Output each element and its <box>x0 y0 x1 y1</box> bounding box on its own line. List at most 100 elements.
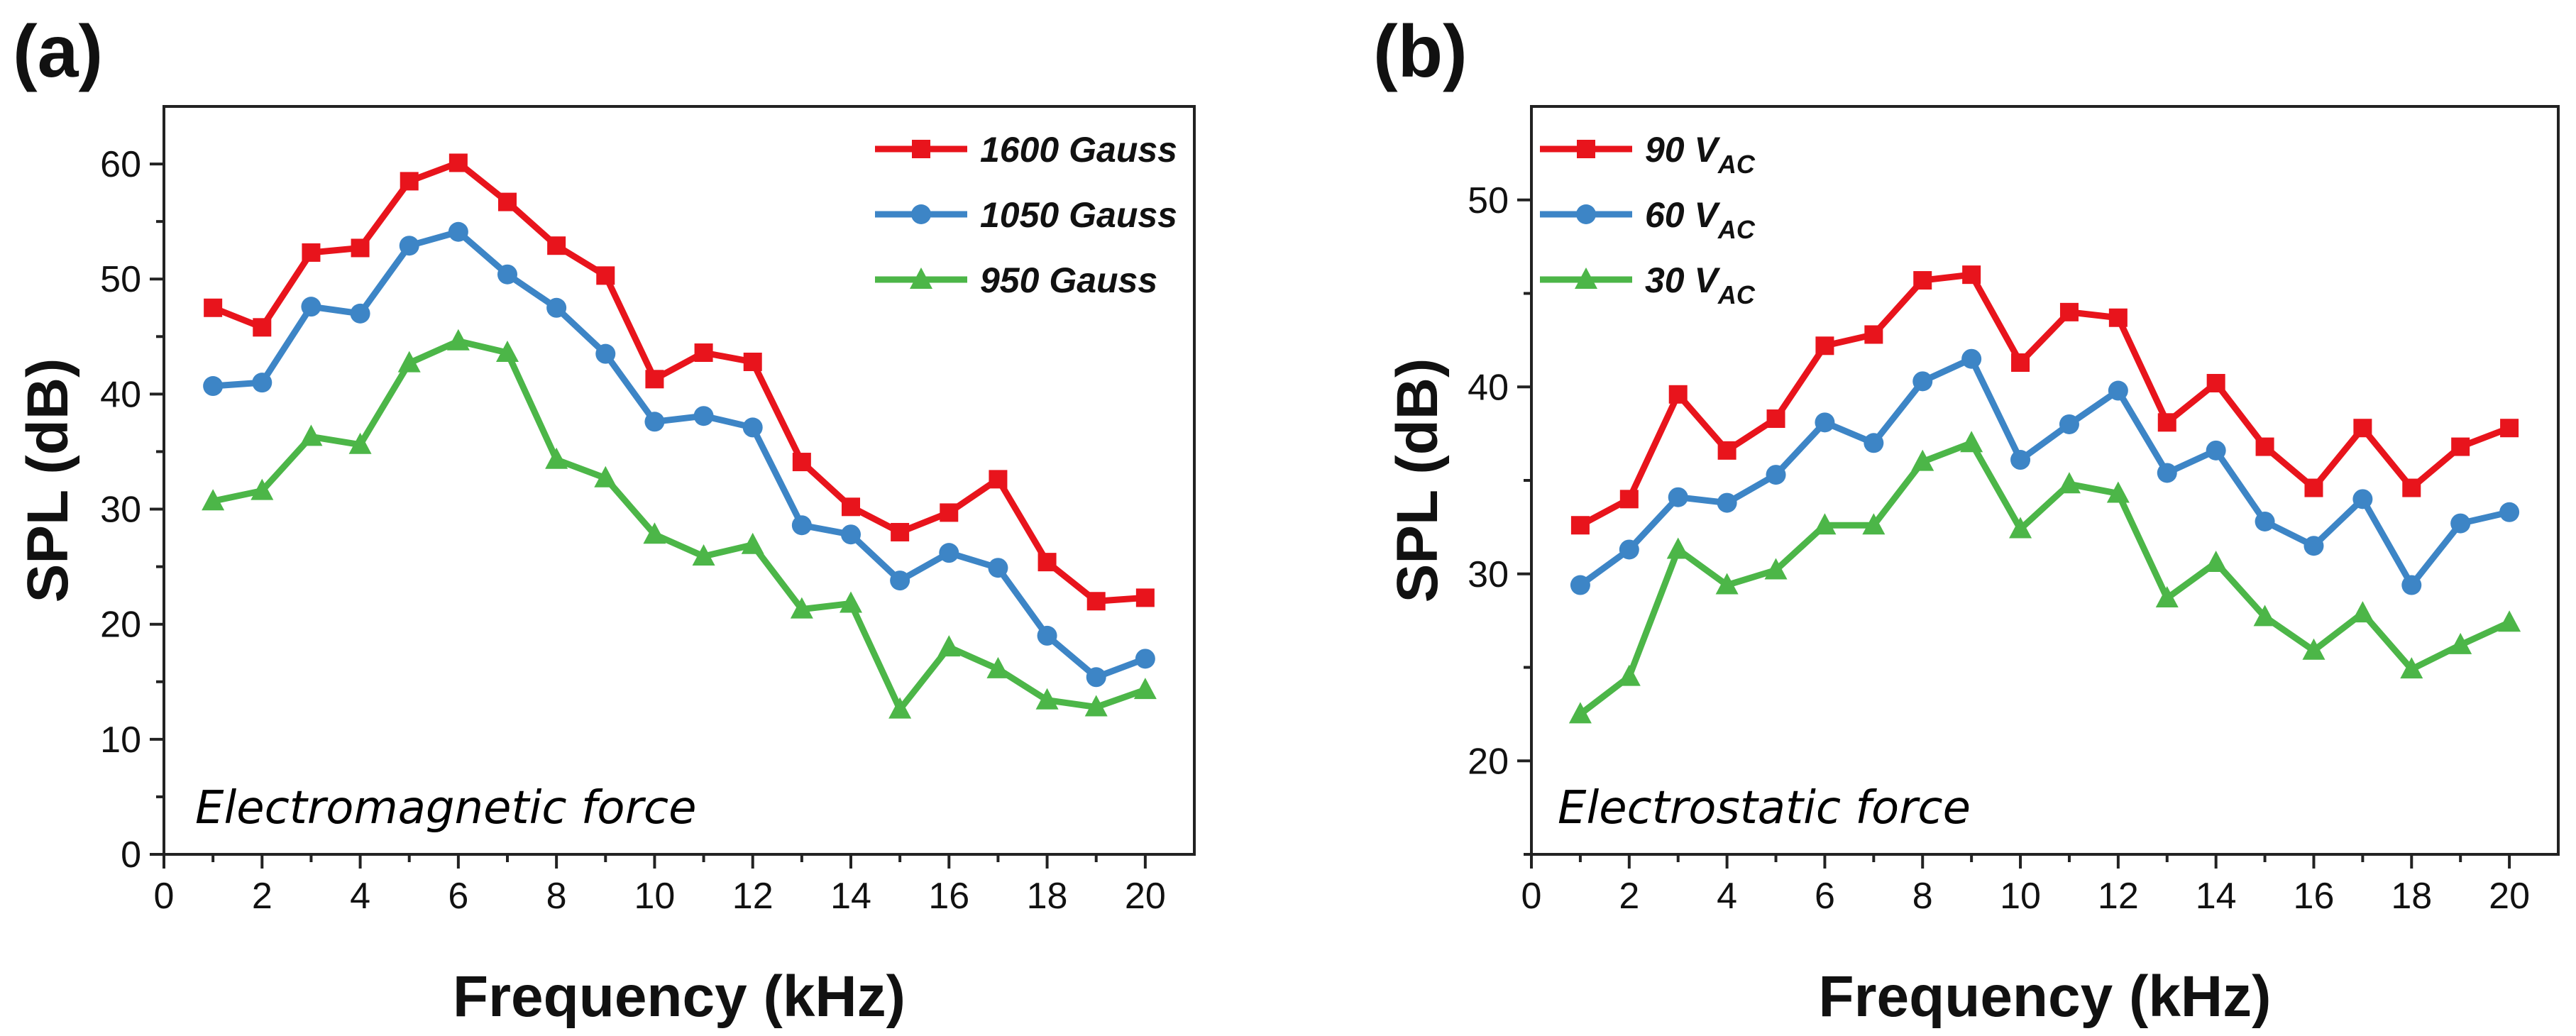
y-tick-label: 60 <box>100 144 141 185</box>
x-tick-label: 10 <box>2000 876 2041 917</box>
x-tick-label: 16 <box>2294 876 2335 917</box>
data-point <box>1035 688 1059 710</box>
data-point <box>2255 437 2274 456</box>
x-tick-label: 18 <box>2391 876 2432 917</box>
legend-label-text: 30 V <box>1645 260 1721 300</box>
x-tick-label: 8 <box>546 876 567 917</box>
data-point <box>741 532 764 554</box>
data-point <box>546 297 567 318</box>
panel-label: (a) <box>13 11 103 93</box>
series-90-v-ac <box>1570 265 2519 535</box>
data-point <box>940 503 959 522</box>
data-point <box>2106 481 2130 503</box>
data-point <box>1619 490 1639 509</box>
x-tick-label: 12 <box>732 876 774 917</box>
data-point <box>1766 409 1785 429</box>
y-tick-label: 0 <box>121 834 141 876</box>
data-point <box>253 318 272 337</box>
y-axis-title: SPL (dB) <box>1385 358 1450 603</box>
data-point <box>348 432 372 454</box>
x-tick-label: 10 <box>634 876 676 917</box>
data-point <box>448 221 468 242</box>
x-tick-label: 6 <box>1815 876 1835 917</box>
data-point <box>986 656 1010 678</box>
x-tick-label: 6 <box>448 876 468 917</box>
data-point <box>842 497 860 517</box>
data-point <box>2157 413 2176 432</box>
data-point <box>596 266 615 285</box>
legend-entry: 90 VAC <box>1540 130 1756 179</box>
data-point <box>1617 664 1641 686</box>
series-line <box>212 338 1147 713</box>
y-tick-label: 40 <box>1468 367 1509 408</box>
data-point <box>1084 695 1108 717</box>
data-point <box>2498 610 2521 632</box>
data-point <box>2352 489 2373 509</box>
annotation: Electromagnetic force <box>195 782 696 834</box>
data-point <box>2401 575 2422 595</box>
data-point <box>2108 380 2128 401</box>
legend-marker <box>1575 268 1597 289</box>
data-point <box>2011 353 2030 372</box>
x-tick-label: 4 <box>1717 876 1737 917</box>
data-point <box>2302 638 2325 660</box>
legend-label: 950 Gauss <box>980 260 1157 300</box>
data-point <box>1570 516 1590 535</box>
x-tick-label: 4 <box>350 876 370 917</box>
data-point <box>397 351 421 373</box>
data-point <box>1619 539 1639 560</box>
data-point <box>2206 440 2226 461</box>
data-point <box>693 406 714 426</box>
data-point <box>1864 433 1884 453</box>
x-tick-label: 12 <box>2098 876 2139 917</box>
legend-label: 1600 Gauss <box>980 130 1177 170</box>
series-30-v-ac <box>1568 431 2521 724</box>
data-point <box>448 153 468 172</box>
data-point <box>1668 385 1688 404</box>
data-point <box>2304 478 2323 497</box>
series-60-v-ac <box>1570 348 2520 595</box>
data-point <box>2010 450 2031 470</box>
series-1600-gauss <box>204 153 1155 611</box>
data-point <box>644 412 665 432</box>
legend-marker <box>910 268 932 289</box>
series-950-gauss <box>202 329 1157 719</box>
data-point <box>694 343 713 363</box>
data-point <box>2059 302 2079 321</box>
data-point <box>594 465 617 487</box>
series-line <box>1578 356 2511 589</box>
data-point <box>1766 465 1786 485</box>
legend-label-text: 1050 Gauss <box>980 195 1177 235</box>
series-line <box>1578 439 2511 717</box>
x-axis-title: Frequency (kHz) <box>453 964 906 1029</box>
legend-label-text: 90 V <box>1645 130 1721 170</box>
data-point <box>204 298 223 317</box>
series-line <box>1578 271 2511 529</box>
data-point <box>890 571 910 591</box>
x-tick-label: 18 <box>1027 876 1068 917</box>
data-point <box>400 172 419 191</box>
legend-label-subscript: AC <box>1717 150 1756 179</box>
legend-label-subscript: AC <box>1717 280 1756 309</box>
data-point <box>1568 702 1592 724</box>
data-point <box>1715 573 1739 595</box>
data-point <box>2255 511 2275 531</box>
data-point <box>2253 605 2277 627</box>
data-point <box>2108 308 2128 327</box>
x-tick-label: 0 <box>154 876 175 917</box>
data-point <box>1961 348 1982 369</box>
data-point <box>1668 487 1688 507</box>
data-point <box>1960 431 1983 453</box>
data-point <box>545 447 568 469</box>
chart-a: (a) 0 2 4 6 8 10 12 14 16 18 20 0 10 20 30 40 50 60 Frequen… <box>13 11 1196 1029</box>
x-tick-label: 2 <box>1619 876 1639 917</box>
data-point <box>791 515 812 536</box>
chart-b: (b) 0 2 4 6 8 10 12 14 16 18 20 20 30 40 50 Frequency (k… <box>1373 11 2560 1029</box>
data-point <box>399 236 419 256</box>
plot-frame <box>163 105 1196 856</box>
data-point <box>1862 513 1886 535</box>
data-point <box>251 478 274 500</box>
x-tick-label: 8 <box>1912 876 1933 917</box>
legend-entry: 30 VAC <box>1540 260 1756 309</box>
